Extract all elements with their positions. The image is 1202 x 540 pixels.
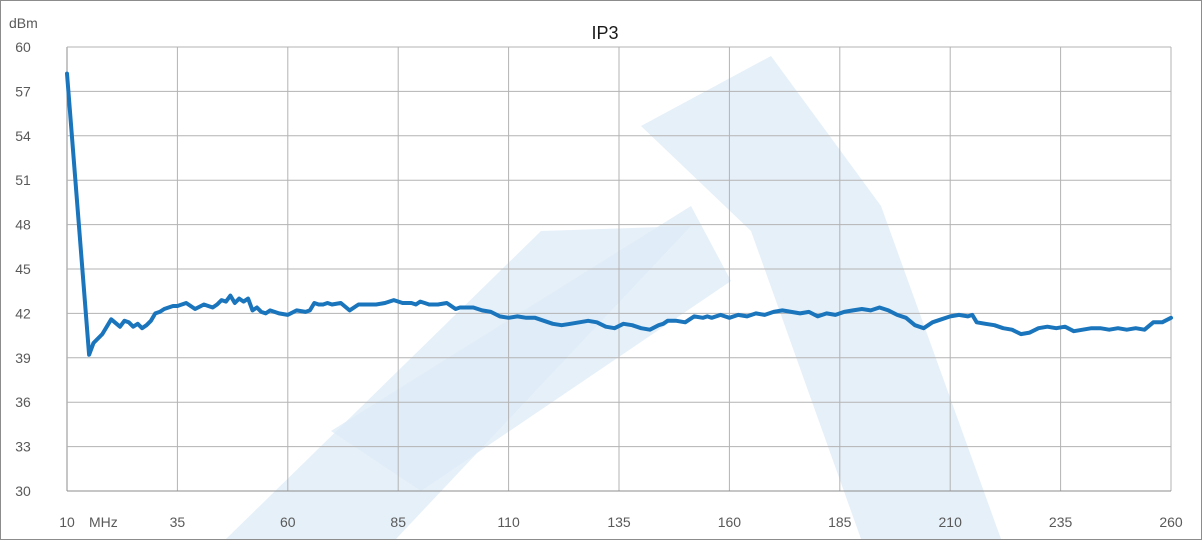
x-tick-labels: 10 35 60 85 110 135 160 185 210 235 260 (59, 514, 1183, 530)
y-axis-unit-label: dBm (9, 15, 38, 31)
watermark-logo (226, 56, 1001, 539)
grid-horizontal-lines (67, 46, 1171, 492)
watermark-shape-2 (331, 206, 731, 491)
x-tick-label: 60 (280, 514, 296, 530)
x-axis-unit-label: MHz (89, 514, 118, 530)
y-tick-label: 42 (15, 305, 31, 321)
y-tick-label: 48 (15, 217, 31, 233)
y-tick-label: 51 (15, 172, 31, 188)
x-tick-label: 235 (1049, 514, 1073, 530)
watermark-shape-0 (641, 56, 1001, 539)
x-tick-label: 210 (939, 514, 963, 530)
x-tick-label: 185 (828, 514, 852, 530)
y-tick-label: 45 (15, 261, 31, 277)
y-tick-label: 33 (15, 439, 31, 455)
y-tick-label: 54 (15, 128, 31, 144)
x-tick-label: 35 (170, 514, 186, 530)
y-tick-label: 57 (15, 83, 31, 99)
y-tick-label: 39 (15, 350, 31, 366)
x-tick-label: 160 (718, 514, 742, 530)
y-tick-label: 30 (15, 483, 31, 499)
y-tick-label: 36 (15, 394, 31, 410)
x-tick-label: 10 (59, 514, 75, 530)
x-tick-label: 260 (1159, 514, 1183, 530)
x-tick-label: 110 (497, 514, 520, 530)
y-tick-label: 60 (15, 39, 31, 55)
chart-title: IP3 (591, 23, 618, 43)
x-tick-label: 135 (607, 514, 631, 530)
y-tick-labels: 30 33 36 39 42 45 48 51 54 57 60 (15, 39, 31, 499)
x-tick-label: 85 (390, 514, 406, 530)
series-line-ip3 (65, 71, 1173, 357)
